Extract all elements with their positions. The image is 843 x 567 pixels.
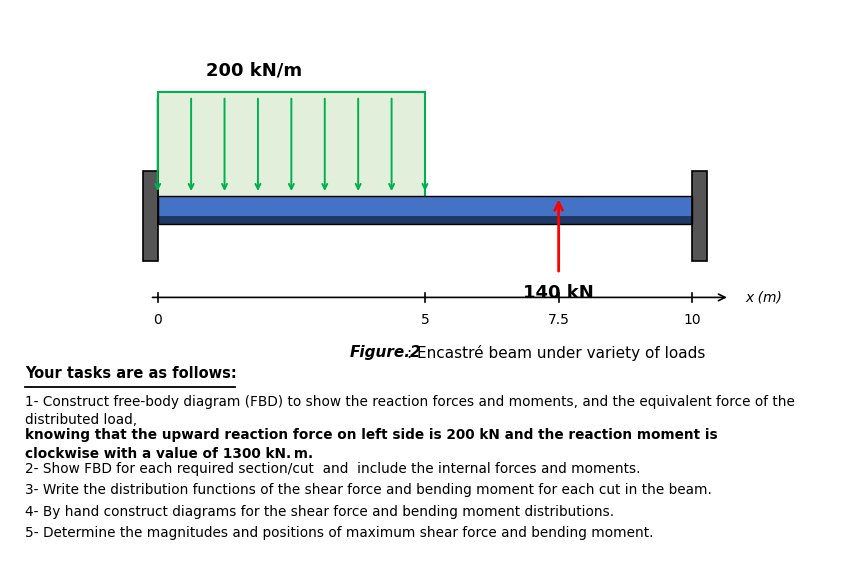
- Text: 4- By hand construct diagrams for the shear force and bending moment distributio: 4- By hand construct diagrams for the sh…: [25, 505, 615, 519]
- Bar: [158, 92, 425, 198]
- Text: 5- Determine the magnitudes and positions of maximum shear force and bending mom: 5- Determine the magnitudes and position…: [25, 526, 654, 540]
- Text: : Encastré beam under variety of loads: : Encastré beam under variety of loads: [407, 345, 706, 361]
- Text: x (m): x (m): [746, 290, 782, 304]
- Text: Your tasks are as follows:: Your tasks are as follows:: [25, 366, 237, 380]
- Text: 1- Construct free-body diagram (FBD) to show the reaction forces and moments, an: 1- Construct free-body diagram (FBD) to …: [25, 395, 795, 428]
- Text: 10: 10: [684, 312, 701, 327]
- Text: 5: 5: [421, 312, 429, 327]
- Text: 200 kN/m: 200 kN/m: [206, 61, 302, 79]
- Bar: [158, 216, 692, 224]
- Bar: [692, 171, 707, 261]
- Bar: [142, 171, 158, 261]
- Bar: [158, 196, 692, 224]
- Text: 0: 0: [153, 312, 162, 327]
- Text: 7.5: 7.5: [548, 312, 570, 327]
- Bar: [158, 196, 692, 216]
- Text: 2- Show FBD for each required section/cut  and  include the internal forces and : 2- Show FBD for each required section/cu…: [25, 462, 641, 476]
- Text: knowing that the upward reaction force on left side is 200 kN and the reaction m: knowing that the upward reaction force o…: [25, 428, 718, 460]
- Text: Figure.2: Figure.2: [350, 345, 422, 360]
- Text: 3- Write the distribution functions of the shear force and bending moment for ea: 3- Write the distribution functions of t…: [25, 484, 712, 497]
- Text: 140 kN: 140 kN: [524, 284, 594, 302]
